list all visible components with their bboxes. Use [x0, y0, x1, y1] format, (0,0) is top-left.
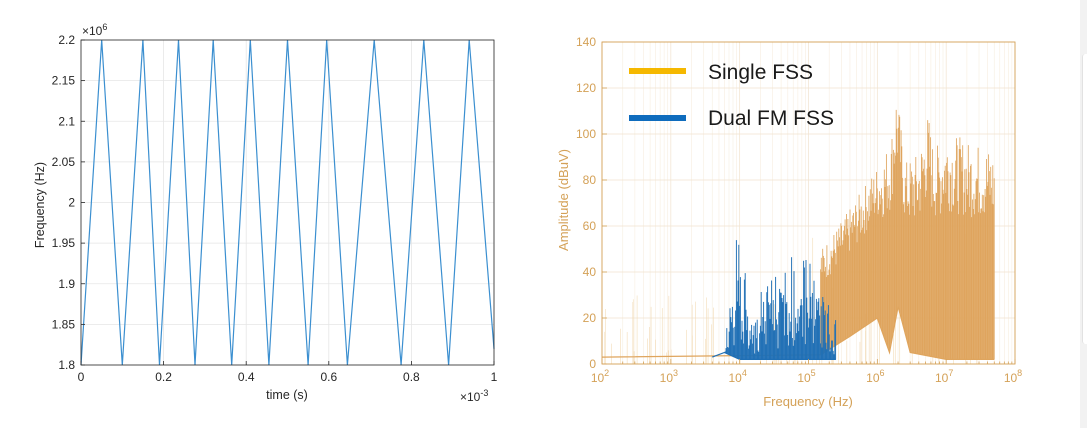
left-x-tick-label: 0.2 — [155, 370, 172, 384]
right-x-axis-label: Frequency (Hz) — [763, 394, 853, 409]
single-fss-series — [601, 109, 995, 360]
left-x-tick-label: 0.6 — [320, 370, 337, 384]
left-x-tick-label: 0 — [78, 370, 85, 384]
left-chart: 0 0.2 0.4 0.6 0.8 1 1.8 1.85 1.9 1.95 2 2.05 2.1 2.1… — [33, 22, 498, 404]
left-y-tick-label: 2.1 — [58, 114, 75, 128]
left-y-multiplier: ×106 — [82, 22, 107, 38]
right-x-tick-label: 108 — [1004, 368, 1022, 385]
right-legend: Single FSS Dual FM FSS — [629, 61, 834, 130]
right-y-tick-label: 20 — [583, 311, 597, 325]
right-y-tick-label: 80 — [583, 173, 597, 187]
left-y-tick-label: 2.2 — [58, 33, 75, 47]
left-x-multiplier-exp: -3 — [480, 388, 488, 398]
right-x-tick-label: 105 — [797, 368, 815, 385]
legend-label-single-fss: Single FSS — [708, 61, 813, 84]
window-edge-handle[interactable] — [1082, 54, 1087, 344]
right-chart: 102 103 104 105 106 107 108 0 20 40 60 80 100 120 140… — [556, 35, 1022, 409]
legend-label-dual-fm-fss: Dual FM FSS — [708, 107, 834, 130]
right-x-tick-label: 104 — [728, 368, 746, 385]
right-x-tick-label: 107 — [935, 368, 953, 385]
left-y-multiplier-exp: 6 — [102, 22, 107, 32]
dual-fm-fss-series — [712, 240, 837, 360]
left-x-tick-label: 0.4 — [238, 370, 255, 384]
left-y-tick-label: 1.85 — [52, 317, 76, 331]
right-y-tick-label: 140 — [576, 35, 596, 49]
left-y-tick-label: 1.9 — [58, 277, 75, 291]
left-y-tick-label: 1.95 — [52, 236, 76, 250]
right-y-tick-label: 100 — [576, 127, 596, 141]
left-y-multiplier-base: ×10 — [82, 24, 103, 38]
right-y-tick-label: 60 — [583, 219, 597, 233]
left-y-tick-label: 2.05 — [52, 155, 76, 169]
left-x-tick-label: 0.8 — [403, 370, 420, 384]
right-y-ticks: 0 20 40 60 80 100 120 140 — [576, 35, 607, 371]
right-x-tick-label: 102 — [591, 368, 609, 385]
left-y-tick-label: 2 — [68, 196, 75, 210]
right-x-ticks: 102 103 104 105 106 107 108 — [591, 359, 1022, 385]
left-x-tick-label: 1 — [491, 370, 498, 384]
right-y-tick-label: 120 — [576, 81, 596, 95]
right-y-tick-label: 40 — [583, 265, 597, 279]
left-x-ticks: 0 0.2 0.4 0.6 0.8 1 — [78, 361, 498, 384]
right-x-tick-label: 106 — [866, 368, 884, 385]
right-x-tick-label: 103 — [660, 368, 678, 385]
right-y-tick-label: 0 — [589, 357, 596, 371]
right-y-axis-label: Amplitude (dBuV) — [556, 149, 571, 251]
left-y-axis-label: Frequency (Hz) — [33, 162, 47, 248]
left-x-multiplier-base: ×10 — [460, 390, 481, 404]
left-y-ticks: 1.8 1.85 1.9 1.95 2 2.05 2.1 2.15 2.2 — [52, 33, 85, 372]
left-y-tick-label: 2.15 — [52, 74, 76, 88]
left-x-multiplier: ×10-3 — [460, 388, 488, 404]
left-x-axis-label: time (s) — [266, 388, 308, 402]
left-y-tick-label: 1.8 — [58, 358, 75, 372]
right-series — [601, 109, 995, 364]
